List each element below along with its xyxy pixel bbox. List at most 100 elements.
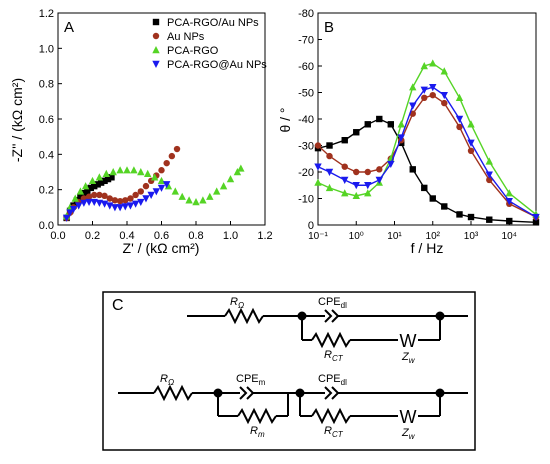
- panel-b-x-tick-label: 10⁻¹: [308, 231, 328, 242]
- panel-a-point: [106, 195, 113, 202]
- panel-b-point: [485, 157, 493, 165]
- panel-b-y-tick-label: -80: [298, 8, 314, 20]
- panel-a-x-tick-label: 0.0: [50, 230, 65, 242]
- legend-marker: [152, 46, 160, 54]
- panel-a-y-tick-label: 0.8: [39, 79, 54, 91]
- legend-label: Au NPs: [167, 31, 205, 43]
- panel-b-point: [364, 168, 371, 176]
- panel-b-point: [409, 83, 417, 91]
- panel-a-point: [168, 152, 176, 160]
- panel-a-point: [111, 197, 119, 204]
- panel-a-point: [80, 199, 88, 207]
- panel-a-point: [62, 214, 71, 222]
- warburg-element: W: [400, 331, 417, 351]
- panel-a-point: [157, 184, 166, 192]
- panel-a-point: [76, 187, 85, 195]
- panel-b-x-tick-label: 10⁰: [349, 231, 364, 242]
- panel-a-point: [116, 166, 124, 174]
- panel-a-point: [173, 145, 181, 153]
- panel-c-frame: [102, 291, 476, 451]
- panel-b-y-tick-label: -70: [298, 35, 314, 47]
- panel-b: B 10⁻¹ 10⁰ 10¹ 10² 10³ 10⁴ -80 -70 -60 -50 -40 -30 -…: [277, 8, 540, 256]
- panel-a-point: [85, 193, 93, 200]
- panel-b-series-line: [317, 94, 537, 218]
- panel-b-point: [485, 171, 493, 179]
- panel-a-point: [90, 198, 98, 207]
- panel-b-y-tick-label: 0: [308, 220, 314, 232]
- panel-b-point: [441, 203, 448, 210]
- resistor-r-ct: [311, 407, 351, 425]
- panel-a-point: [95, 173, 104, 181]
- panel-a-point: [91, 182, 98, 190]
- panel-b-point: [505, 189, 513, 197]
- panel-b-x-tick-label: 10³: [464, 231, 479, 242]
- panel-a-point: [85, 198, 93, 207]
- panel-b-point: [532, 219, 540, 226]
- panel-b-point: [429, 59, 437, 67]
- panel-a-point: [121, 203, 129, 211]
- circuit-one: [187, 307, 468, 349]
- panel-b-point: [325, 183, 334, 192]
- panel-b-point: [440, 91, 448, 100]
- panel-b-x-axis-label: f / Hz: [411, 240, 444, 256]
- panel-a-point: [122, 197, 129, 204]
- panel-b-point: [420, 86, 428, 94]
- label-r-ct: RCT: [324, 349, 344, 363]
- legend-label: PCA-RGO: [167, 45, 219, 57]
- panel-a-y-axis-label: -Z'' / (kΩ cm²): [9, 78, 25, 162]
- panel-a-point: [87, 184, 94, 192]
- panel-a-point: [137, 188, 144, 195]
- panel-b-point: [455, 93, 464, 101]
- panel-b-point: [325, 168, 334, 176]
- panel-b-point: [376, 115, 383, 123]
- panel-b-point: [440, 67, 448, 75]
- panel-a-point: [101, 192, 108, 200]
- panel-a-point: [199, 196, 207, 204]
- panel-a-point: [131, 200, 140, 208]
- panel-b-point: [353, 129, 360, 136]
- panel-b-point: [486, 176, 493, 184]
- panel-b-point: [387, 160, 395, 169]
- panel-b-point: [429, 195, 436, 202]
- label-cpe-dl: CPEdl: [318, 296, 347, 310]
- panel-b-y-tick-label: -60: [298, 61, 314, 73]
- panel-b-point: [341, 176, 349, 184]
- panel-a-letter: A: [64, 19, 74, 36]
- panel-c-letter: C: [112, 297, 124, 314]
- panel-a-point: [130, 166, 138, 174]
- panel-a-point: [127, 195, 134, 202]
- panel-a-point: [111, 204, 119, 212]
- panel-b-point: [429, 91, 436, 99]
- panel-a-point: [178, 192, 186, 200]
- panel-a-point: [137, 168, 145, 176]
- panel-b-x-tick-label: 10⁴: [502, 231, 517, 242]
- panel-b-x-tick-label: 10²: [426, 231, 441, 242]
- label-r-omega: RΩ: [230, 296, 244, 310]
- panel-b-point: [420, 62, 428, 70]
- legend-label: PCA-RGO@Au NPs: [167, 59, 267, 71]
- panel-a-point: [162, 181, 171, 189]
- panel-a-point: [219, 182, 228, 190]
- panel-a-y-tick-label: 0.0: [39, 220, 54, 232]
- panel-a-x-tick-label: 0.8: [188, 230, 203, 242]
- panel-a-point: [144, 169, 152, 177]
- panel-a-point: [91, 191, 98, 199]
- panel-a-point: [116, 197, 124, 205]
- panel-b-point: [376, 166, 383, 173]
- panel-a-point: [147, 191, 155, 199]
- panel-a-point: [116, 204, 124, 212]
- panel-b-point: [375, 176, 383, 184]
- cpe-dl-symbol: [324, 309, 333, 323]
- circuit-two: [118, 384, 468, 425]
- legend-label: PCA-RGO/Au NPs: [167, 17, 259, 29]
- panel-b-point: [409, 102, 417, 110]
- panel-b-point: [486, 216, 493, 223]
- legend-marker: [152, 18, 160, 26]
- panel-a-point: [69, 205, 78, 214]
- panel-a-point: [152, 188, 161, 196]
- panel-a-x-tick-label: 0.2: [85, 230, 100, 242]
- panel-a-point: [102, 169, 110, 177]
- panel-a-y-tick-label: 0.4: [39, 149, 54, 161]
- panel-c: C RΩ CPEdl RCT W Zw RΩ CPEm CPEdl Rm RCT…: [102, 291, 476, 451]
- panel-a-x-tick-label: 0.4: [119, 230, 134, 242]
